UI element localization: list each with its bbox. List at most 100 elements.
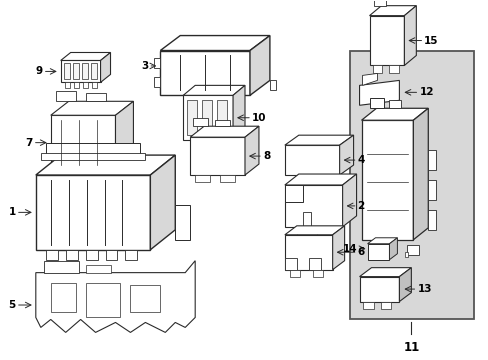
Bar bbox=[374, 0, 386, 6]
Bar bbox=[191, 140, 203, 147]
Text: 15: 15 bbox=[424, 36, 438, 46]
Polygon shape bbox=[404, 6, 415, 66]
Bar bbox=[63, 63, 69, 80]
Bar bbox=[388, 66, 399, 73]
Polygon shape bbox=[51, 115, 115, 170]
Polygon shape bbox=[359, 276, 399, 302]
Bar bbox=[90, 63, 96, 80]
Polygon shape bbox=[183, 95, 233, 140]
Text: 1: 1 bbox=[9, 207, 16, 217]
Bar bbox=[175, 205, 190, 240]
Text: 12: 12 bbox=[419, 87, 433, 97]
Text: 9: 9 bbox=[36, 67, 42, 76]
Polygon shape bbox=[367, 244, 388, 260]
Polygon shape bbox=[233, 85, 244, 140]
Bar bbox=[85, 93, 105, 101]
Bar bbox=[46, 143, 140, 155]
Bar bbox=[193, 118, 208, 126]
Bar bbox=[349, 50, 473, 319]
Bar bbox=[51, 283, 76, 312]
Bar bbox=[99, 170, 110, 178]
Polygon shape bbox=[285, 235, 332, 270]
Bar bbox=[105, 250, 117, 260]
Bar bbox=[362, 302, 374, 310]
Polygon shape bbox=[249, 36, 269, 95]
Text: 7: 7 bbox=[25, 138, 33, 148]
Polygon shape bbox=[183, 85, 244, 95]
Polygon shape bbox=[36, 175, 150, 250]
Bar bbox=[216, 140, 227, 147]
Polygon shape bbox=[160, 50, 249, 95]
Bar bbox=[154, 58, 160, 68]
Text: 4: 4 bbox=[357, 155, 364, 165]
Polygon shape bbox=[285, 185, 342, 227]
Polygon shape bbox=[369, 15, 404, 66]
Polygon shape bbox=[342, 174, 356, 227]
Bar bbox=[195, 175, 210, 182]
Polygon shape bbox=[361, 120, 412, 240]
Bar bbox=[130, 285, 160, 312]
Polygon shape bbox=[332, 226, 344, 270]
Bar bbox=[64, 82, 69, 88]
Polygon shape bbox=[51, 101, 133, 115]
Bar bbox=[187, 100, 197, 135]
Polygon shape bbox=[362, 73, 377, 85]
Bar bbox=[44, 261, 79, 273]
Bar bbox=[85, 265, 110, 273]
Bar bbox=[269, 80, 275, 90]
Bar bbox=[388, 100, 401, 108]
Bar bbox=[381, 302, 390, 310]
Polygon shape bbox=[285, 226, 344, 235]
Polygon shape bbox=[367, 238, 397, 244]
Polygon shape bbox=[190, 126, 259, 137]
Polygon shape bbox=[361, 108, 427, 120]
Polygon shape bbox=[61, 53, 110, 60]
Polygon shape bbox=[36, 155, 175, 175]
Polygon shape bbox=[412, 108, 427, 240]
Polygon shape bbox=[359, 268, 410, 276]
Text: 13: 13 bbox=[416, 284, 431, 294]
Polygon shape bbox=[399, 268, 410, 302]
Text: 2: 2 bbox=[357, 201, 364, 211]
Bar bbox=[308, 258, 320, 270]
Polygon shape bbox=[115, 101, 133, 170]
Text: 6: 6 bbox=[357, 247, 364, 257]
Bar bbox=[289, 270, 299, 276]
Bar bbox=[296, 227, 316, 235]
Polygon shape bbox=[190, 137, 244, 175]
Bar bbox=[202, 100, 212, 135]
Polygon shape bbox=[160, 36, 269, 50]
Text: 11: 11 bbox=[403, 341, 419, 354]
Polygon shape bbox=[61, 60, 101, 82]
Polygon shape bbox=[388, 238, 397, 260]
Bar bbox=[294, 175, 312, 183]
Polygon shape bbox=[285, 135, 353, 145]
Text: 5: 5 bbox=[9, 300, 16, 310]
Polygon shape bbox=[285, 174, 356, 185]
Bar bbox=[427, 150, 435, 170]
Bar bbox=[65, 250, 78, 260]
Bar bbox=[285, 185, 302, 202]
Bar bbox=[407, 245, 419, 255]
Text: 8: 8 bbox=[263, 151, 270, 161]
Bar bbox=[79, 170, 90, 178]
Bar bbox=[215, 120, 229, 126]
Polygon shape bbox=[369, 6, 415, 15]
Bar bbox=[81, 63, 87, 80]
Bar bbox=[405, 252, 407, 257]
Bar bbox=[82, 82, 87, 88]
Bar bbox=[125, 250, 137, 260]
Bar bbox=[154, 77, 160, 87]
Bar bbox=[46, 250, 58, 260]
Bar bbox=[85, 283, 120, 318]
Polygon shape bbox=[150, 155, 175, 250]
Bar bbox=[285, 258, 296, 270]
Polygon shape bbox=[339, 135, 353, 175]
Polygon shape bbox=[36, 261, 195, 332]
Polygon shape bbox=[359, 80, 399, 105]
Bar bbox=[217, 100, 226, 135]
Text: 14: 14 bbox=[342, 244, 357, 254]
Bar bbox=[372, 66, 382, 73]
Bar bbox=[427, 210, 435, 230]
Text: 10: 10 bbox=[251, 113, 266, 123]
